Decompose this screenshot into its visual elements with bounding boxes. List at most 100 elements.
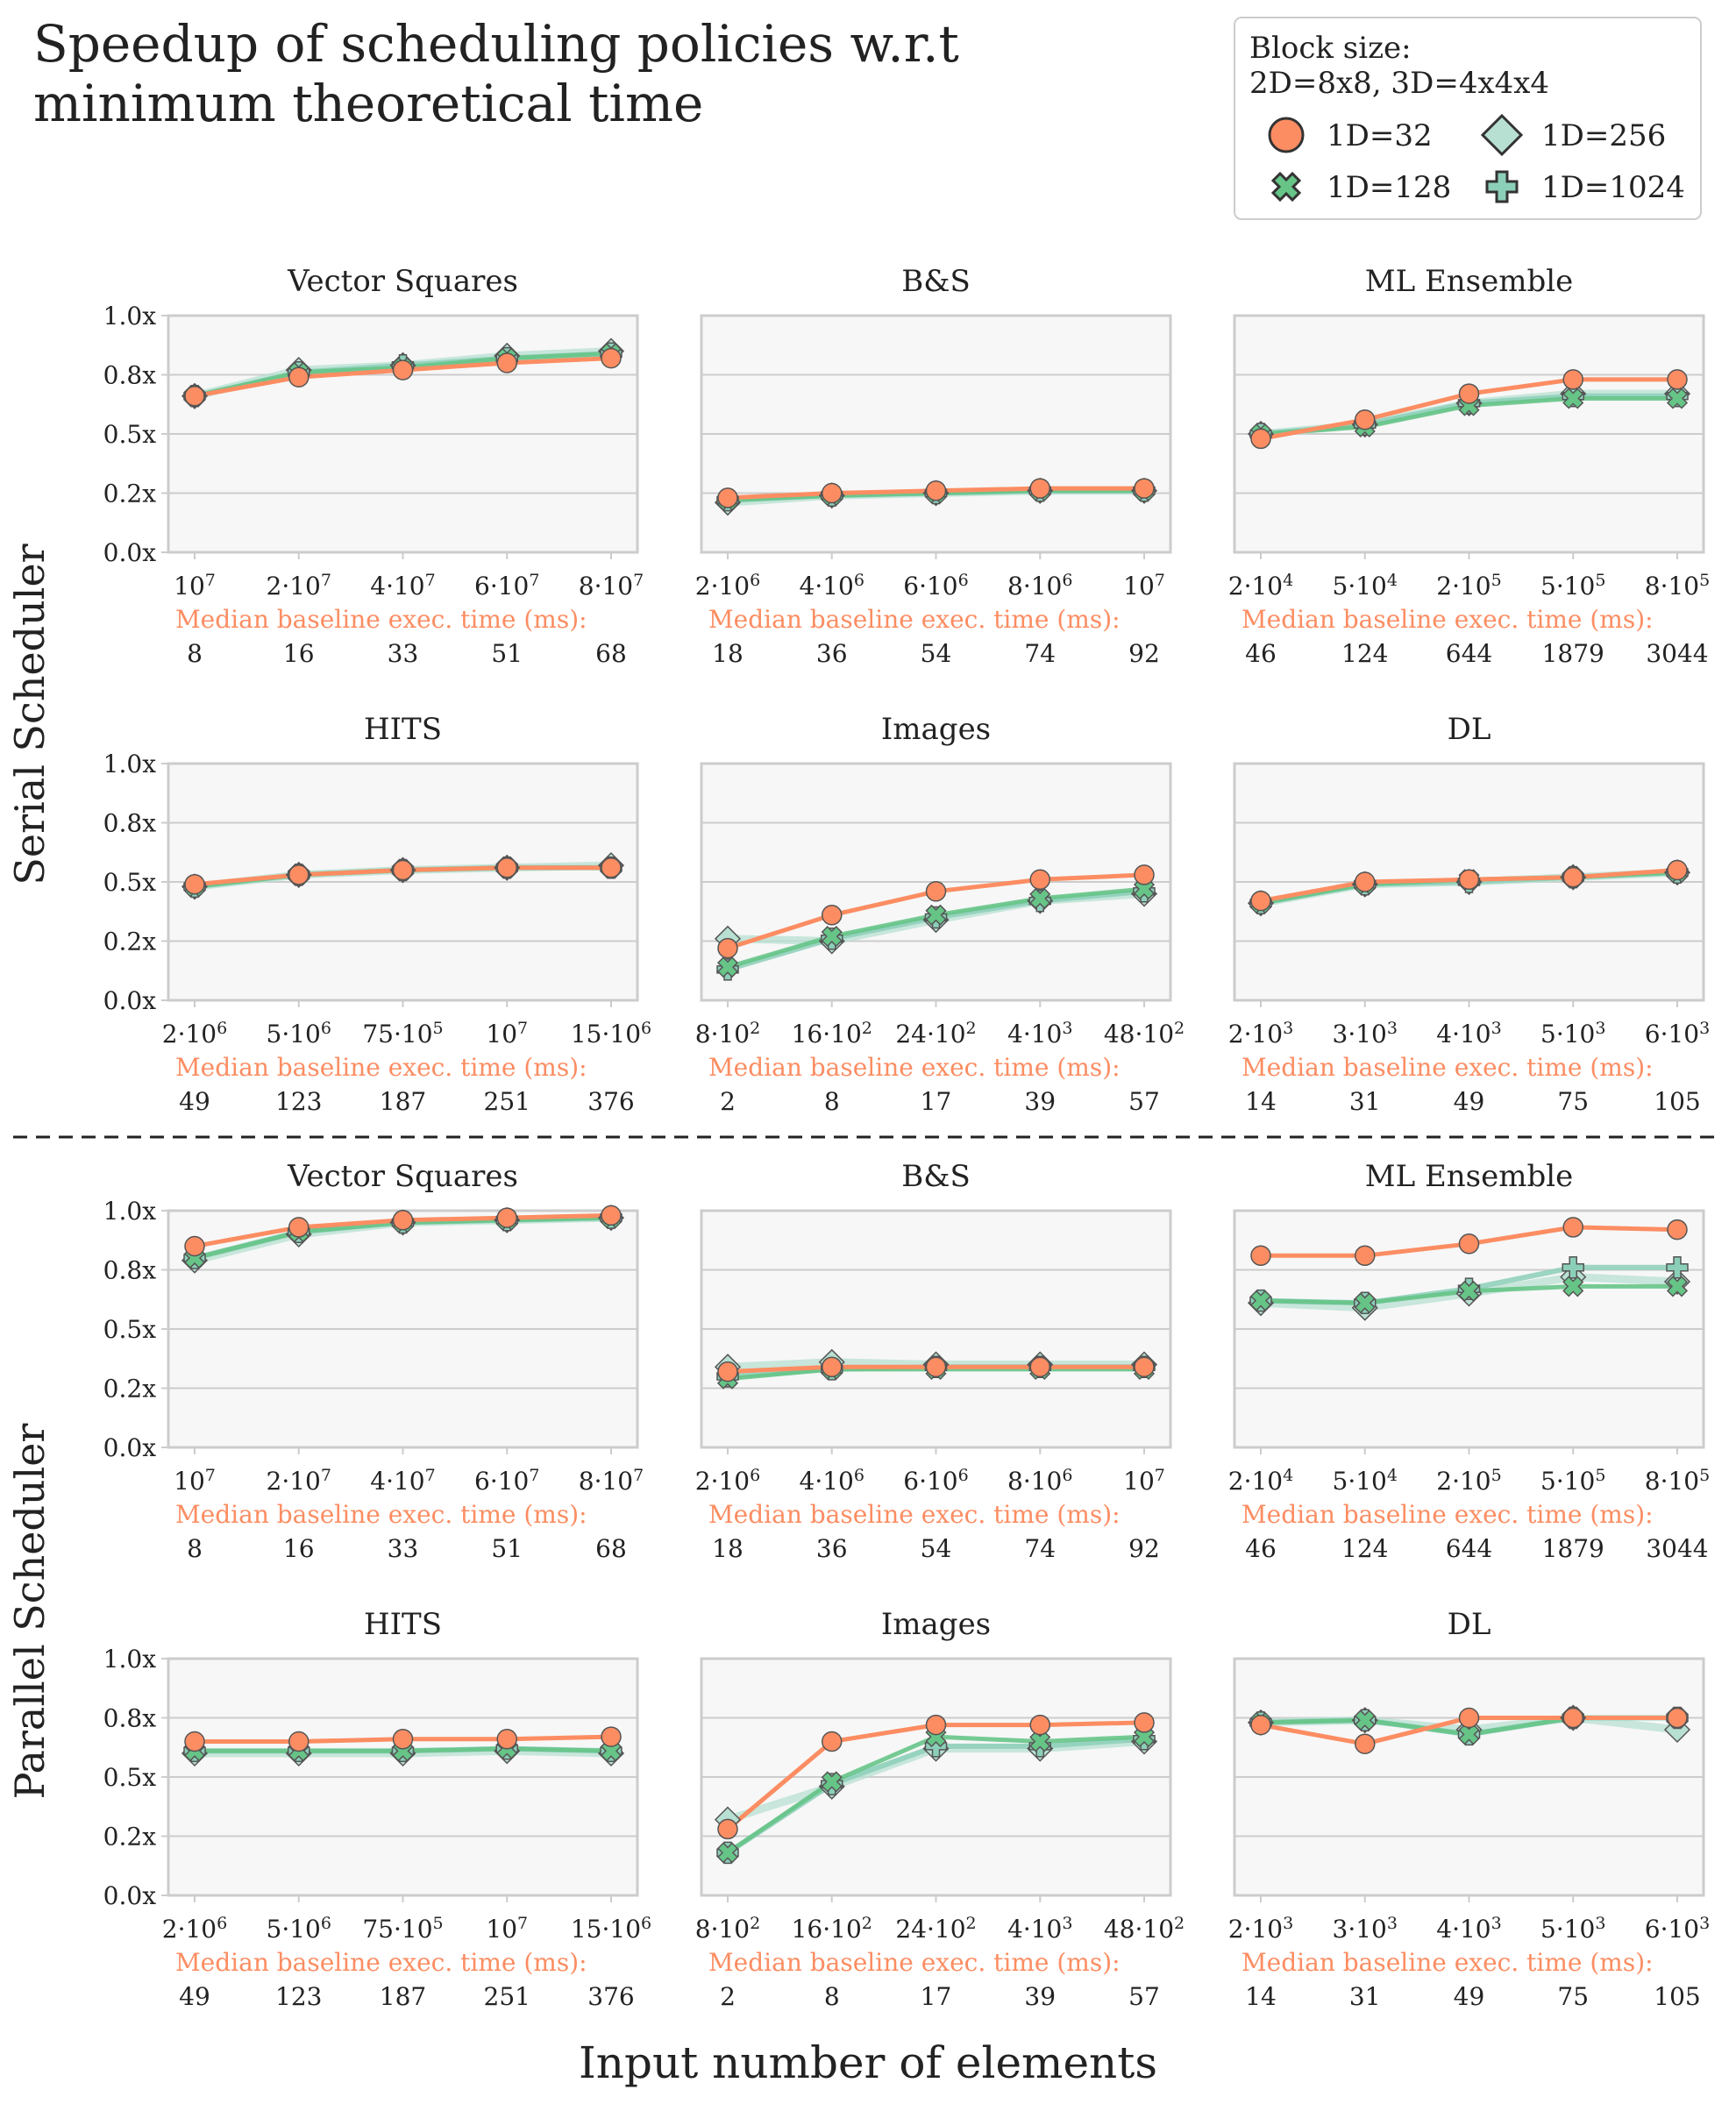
baseline-value: 251 bbox=[484, 1087, 530, 1116]
baseline-value: 51 bbox=[491, 639, 523, 668]
x-tick-label: 2·106 bbox=[162, 1019, 227, 1048]
point-s32 bbox=[822, 1731, 843, 1752]
x-tick-label: 6·103 bbox=[1645, 1019, 1710, 1048]
y-tick-label: 0.5x bbox=[103, 868, 157, 897]
panels: 0.0x 0.2x 0.5x 0.8x 1.0x Vector Squares 107 8 2·… bbox=[103, 264, 1711, 2011]
panel-7: B&S 2·106 18 4·106 36 6·106 54 8·106 74 107 92Medi… bbox=[695, 1159, 1172, 1563]
legend-box bbox=[1234, 17, 1702, 220]
point-s32 bbox=[1355, 1245, 1376, 1267]
x-tick-label: 16·102 bbox=[792, 1914, 872, 1944]
point-s32 bbox=[1029, 478, 1050, 499]
baseline-value: 17 bbox=[921, 1982, 952, 2011]
x-tick-label: 5·104 bbox=[1333, 571, 1398, 601]
baseline-label: Median baseline exec. time (ms): bbox=[1242, 605, 1654, 634]
x-tick-label: 8·105 bbox=[1645, 571, 1710, 601]
panel-6: 0.0x 0.2x 0.5x 0.8x 1.0x Vector Squares 107 8 2·… bbox=[103, 1159, 644, 1563]
x-tick-label: 8·107 bbox=[579, 1466, 644, 1496]
x-tick-label: 16·102 bbox=[792, 1019, 872, 1048]
x-tick-label: 8·106 bbox=[1007, 571, 1072, 601]
panel-title: Images bbox=[881, 712, 991, 747]
legend-title-line-1: Block size: bbox=[1249, 31, 1412, 66]
x-tick-label: 107 bbox=[486, 1019, 528, 1048]
x-tick-label: 2·106 bbox=[162, 1914, 227, 1944]
point-s128 bbox=[1666, 1276, 1689, 1297]
x-tick-label: 4·107 bbox=[370, 1466, 435, 1496]
point-s32 bbox=[1458, 869, 1480, 891]
point-s32 bbox=[1355, 409, 1376, 430]
point-s32 bbox=[288, 864, 309, 885]
baseline-value: 49 bbox=[1454, 1087, 1485, 1116]
point-s32 bbox=[1562, 866, 1583, 888]
point-s32 bbox=[1134, 864, 1155, 885]
baseline-value: 33 bbox=[388, 639, 419, 668]
point-s32 bbox=[1134, 1712, 1155, 1733]
y-tick-label: 0.5x bbox=[103, 1763, 157, 1792]
x-tick-label: 2·103 bbox=[1228, 1914, 1293, 1944]
point-s32 bbox=[1250, 890, 1271, 912]
legend-marker-256 bbox=[1480, 113, 1524, 157]
baseline-value: 376 bbox=[587, 1087, 634, 1116]
x-tick-label: 15·106 bbox=[571, 1914, 651, 1944]
baseline-value: 54 bbox=[921, 639, 952, 668]
panel-title: DL bbox=[1448, 1607, 1491, 1642]
x-tick-label: 15·106 bbox=[571, 1019, 651, 1048]
point-s32 bbox=[1667, 1219, 1688, 1240]
point-s32 bbox=[496, 352, 517, 373]
x-tick-label: 2·103 bbox=[1228, 1019, 1293, 1048]
chart-title-line-2: minimum theoretical time bbox=[33, 74, 703, 133]
baseline-value: 3044 bbox=[1646, 639, 1708, 668]
baseline-value: 8 bbox=[824, 1087, 840, 1116]
panel-title: Vector Squares bbox=[287, 1159, 518, 1194]
point-s32 bbox=[601, 1205, 622, 1226]
point-s128 bbox=[1249, 1290, 1272, 1311]
x-tick-label: 3·103 bbox=[1333, 1914, 1398, 1944]
baseline-value: 1879 bbox=[1542, 1534, 1604, 1563]
point-s128 bbox=[821, 1771, 843, 1793]
x-tick-label: 5·105 bbox=[1540, 1466, 1605, 1496]
legend-marker-1024 bbox=[1485, 170, 1519, 203]
baseline-value: 31 bbox=[1349, 1982, 1381, 2011]
x-tick-label: 8·102 bbox=[695, 1019, 760, 1048]
x-tick-label: 5·103 bbox=[1540, 1019, 1605, 1048]
baseline-value: 39 bbox=[1024, 1982, 1056, 2011]
point-s32 bbox=[1250, 1714, 1271, 1736]
baseline-label: Median baseline exec. time (ms): bbox=[708, 1948, 1121, 1977]
baseline-value: 14 bbox=[1245, 1087, 1277, 1116]
y-tick-label: 1.0x bbox=[103, 302, 157, 331]
point-s32 bbox=[925, 881, 947, 902]
legend-label-128: 1D=128 bbox=[1327, 170, 1451, 205]
panel-10: Images 8·102 2 16·102 8 24·102 17 4·103 39 48·102… bbox=[695, 1607, 1185, 2011]
baseline-value: 46 bbox=[1245, 639, 1277, 668]
x-tick-label: 2·106 bbox=[695, 571, 760, 601]
x-tick-label: 5·106 bbox=[267, 1914, 331, 1944]
baseline-value: 57 bbox=[1128, 1982, 1160, 2011]
y-tick-label: 0.0x bbox=[103, 1881, 157, 1910]
baseline-value: 251 bbox=[484, 1982, 530, 2011]
baseline-value: 18 bbox=[712, 1534, 743, 1563]
point-s32 bbox=[1458, 1707, 1480, 1729]
point-s32 bbox=[392, 859, 414, 881]
x-tick-label: 5·105 bbox=[1540, 571, 1605, 601]
point-s32 bbox=[1029, 1714, 1050, 1736]
point-s32 bbox=[717, 1818, 738, 1840]
x-tick-label: 107 bbox=[486, 1914, 528, 1944]
baseline-value: 54 bbox=[921, 1534, 952, 1563]
baseline-value: 16 bbox=[283, 639, 315, 668]
x-tick-label: 2·104 bbox=[1228, 1466, 1293, 1496]
point-s32 bbox=[1134, 1356, 1155, 1377]
baseline-value: 105 bbox=[1654, 1982, 1700, 2011]
baseline-value: 74 bbox=[1024, 1534, 1056, 1563]
baseline-label: Median baseline exec. time (ms): bbox=[708, 1500, 1121, 1529]
baseline-value: 187 bbox=[380, 1087, 426, 1116]
x-tick-label: 24·102 bbox=[895, 1019, 976, 1048]
baseline-value: 33 bbox=[388, 1534, 419, 1563]
x-tick-label: 6·106 bbox=[903, 1466, 968, 1496]
baseline-value: 68 bbox=[595, 1534, 627, 1563]
x-tick-label: 24·102 bbox=[895, 1914, 976, 1944]
baseline-value: 75 bbox=[1557, 1087, 1589, 1116]
baseline-value: 49 bbox=[179, 1982, 210, 2011]
x-tick-label: 4·103 bbox=[1007, 1019, 1072, 1048]
baseline-value: 36 bbox=[816, 1534, 848, 1563]
baseline-value: 187 bbox=[380, 1982, 426, 2011]
